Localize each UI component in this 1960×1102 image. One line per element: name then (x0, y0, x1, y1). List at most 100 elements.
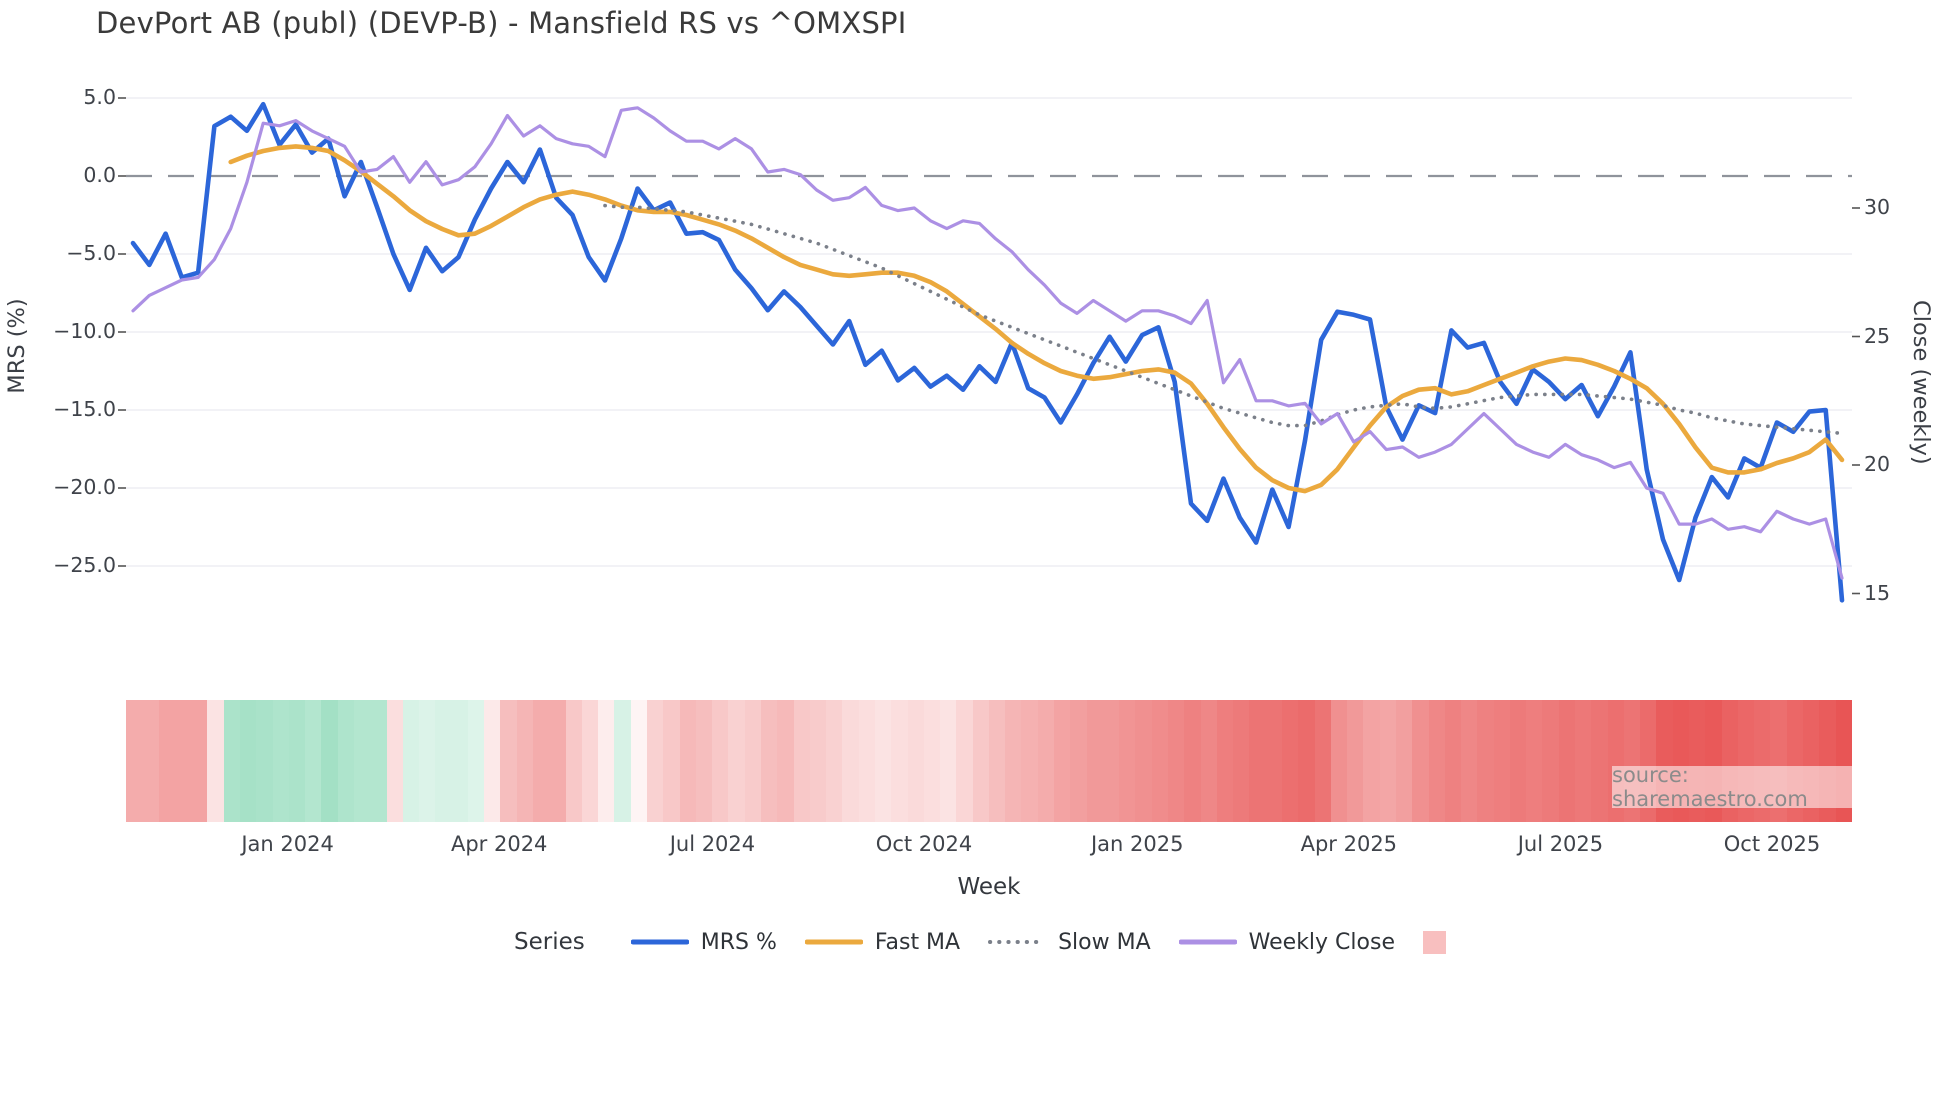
heatmap-cell (370, 700, 387, 822)
heatmap-cell (1184, 700, 1201, 822)
heatmap-cell (158, 700, 175, 822)
heatmap-cell (1347, 700, 1364, 822)
y-tick-label-left: −15.0 (53, 397, 116, 421)
heatmap-cell (744, 700, 761, 822)
heatmap-cell (126, 700, 143, 822)
slow-ma-line-icon (988, 940, 1047, 944)
x-tick-label: Apr 2024 (450, 832, 548, 856)
heatmap-cell (809, 700, 827, 822)
heatmap-cell (647, 700, 664, 822)
heatmap-cell (337, 700, 354, 822)
heatmap-cell (419, 700, 436, 822)
heatmap-cell (940, 700, 957, 822)
heatmap-cell (842, 700, 859, 822)
heatmap-cell (1005, 700, 1022, 822)
heatmap-cell (663, 700, 680, 822)
y-tick-label-left: −20.0 (53, 475, 116, 499)
heatmap-cell (1135, 700, 1152, 822)
heatmap-cell (207, 700, 224, 822)
legend-items: MRS % Fast MA Slow MA Weekly Close (617, 930, 1446, 955)
y-tick-label-right: 25 (1864, 323, 1891, 348)
heatmap-legend-swatch-icon (1423, 930, 1446, 954)
heatmap-cell (1070, 700, 1087, 822)
heatmap-cell (174, 700, 192, 822)
legend-label: MRS % (700, 929, 777, 955)
heatmap-cell (1298, 700, 1315, 822)
y-axis-label-right: Close (weekly) (1908, 299, 1934, 465)
heatmap-cell (1200, 700, 1217, 822)
legend-item-weekly-close: Weekly Close (1178, 929, 1395, 955)
heatmap-cell (1477, 700, 1494, 822)
heatmap-cell (565, 700, 582, 822)
heatmap-cell (858, 700, 875, 822)
heatmap-cell (598, 700, 615, 822)
heatmap-cell (500, 700, 517, 822)
heatmap-cell (1233, 700, 1250, 822)
heatmap-cell (1330, 700, 1348, 822)
legend-item-fast-ma: Fast MA (804, 930, 960, 955)
heatmap-cell (956, 700, 973, 822)
x-tick-label: Jul 2025 (1517, 832, 1604, 856)
heatmap-cell (1216, 700, 1234, 822)
heatmap-cell (321, 700, 338, 822)
legend: Series MRS % Fast MA Slow MA Weekly Close (0, 919, 1960, 965)
legend-label: Weekly Close (1248, 929, 1395, 955)
heatmap-cell (256, 700, 273, 822)
heatmap-cell (728, 700, 745, 822)
heatmap-cell (484, 700, 501, 822)
heatmap-cell (614, 700, 631, 822)
heatmap-cell (239, 700, 257, 822)
heatmap-cell (435, 700, 452, 822)
x-tick-label: Apr 2025 (1300, 832, 1398, 856)
heatmap-cell (1281, 700, 1299, 822)
heatmap-cell (1314, 700, 1331, 822)
heatmap-cell (907, 700, 924, 822)
series-line-slow-ma (603, 203, 1844, 436)
series-line-fast-ma (228, 144, 1845, 494)
heatmap-cell (1168, 700, 1185, 822)
heatmap-cell (1086, 700, 1103, 822)
heatmap-cell (1249, 700, 1266, 822)
heatmap-cell (386, 700, 403, 822)
source-watermark: source: sharemaestro.com (1612, 763, 1854, 811)
heatmap-cell (891, 700, 908, 822)
heatmap-cell (305, 700, 322, 822)
heatmap-cell (1119, 700, 1136, 822)
heatmap-cell (630, 700, 647, 822)
heatmap-cell (1363, 700, 1380, 822)
x-tick-label: Oct 2024 (875, 832, 973, 856)
heatmap-cell (760, 700, 778, 822)
series-line-mrs- (130, 101, 1845, 603)
y-tick-label-left: −10.0 (53, 319, 116, 343)
heatmap-strip (126, 700, 1852, 822)
legend-item-slow-ma: Slow MA (988, 930, 1151, 955)
heatmap-cell (1575, 700, 1592, 822)
heatmap-cell (1493, 700, 1510, 822)
heatmap-cell (777, 700, 794, 822)
heatmap-cell (1461, 700, 1478, 822)
heatmap-cell (1021, 700, 1038, 822)
heatmap-cell (1444, 700, 1462, 822)
heatmap-cell (1412, 700, 1429, 822)
heatmap-cell (467, 700, 485, 822)
heatmap-cell (1542, 700, 1559, 822)
heatmap-cell (826, 700, 843, 822)
heatmap-cell (223, 700, 240, 822)
heatmap-cell (1428, 700, 1445, 822)
heatmap-cell (1102, 700, 1120, 822)
y-tick-label-right: 20 (1864, 452, 1891, 476)
x-tick-label: Jul 2024 (669, 832, 756, 856)
heatmap-cell (695, 700, 713, 822)
heatmap-cell (142, 700, 159, 822)
heatmap-cell (533, 700, 550, 822)
fast-ma-line-icon (804, 939, 863, 945)
heatmap-cell (1558, 700, 1576, 822)
heatmap-cell (1526, 700, 1543, 822)
y-tick-label-right: 15 (1864, 580, 1891, 605)
y-tick-label-left: 0.0 (83, 163, 116, 187)
heatmap-cell (1379, 700, 1396, 822)
heatmap-cell (353, 700, 371, 822)
x-tick-label: Jan 2024 (241, 832, 334, 856)
y-tick-label-left: −5.0 (66, 241, 116, 265)
legend-label: Slow MA (1058, 929, 1151, 955)
